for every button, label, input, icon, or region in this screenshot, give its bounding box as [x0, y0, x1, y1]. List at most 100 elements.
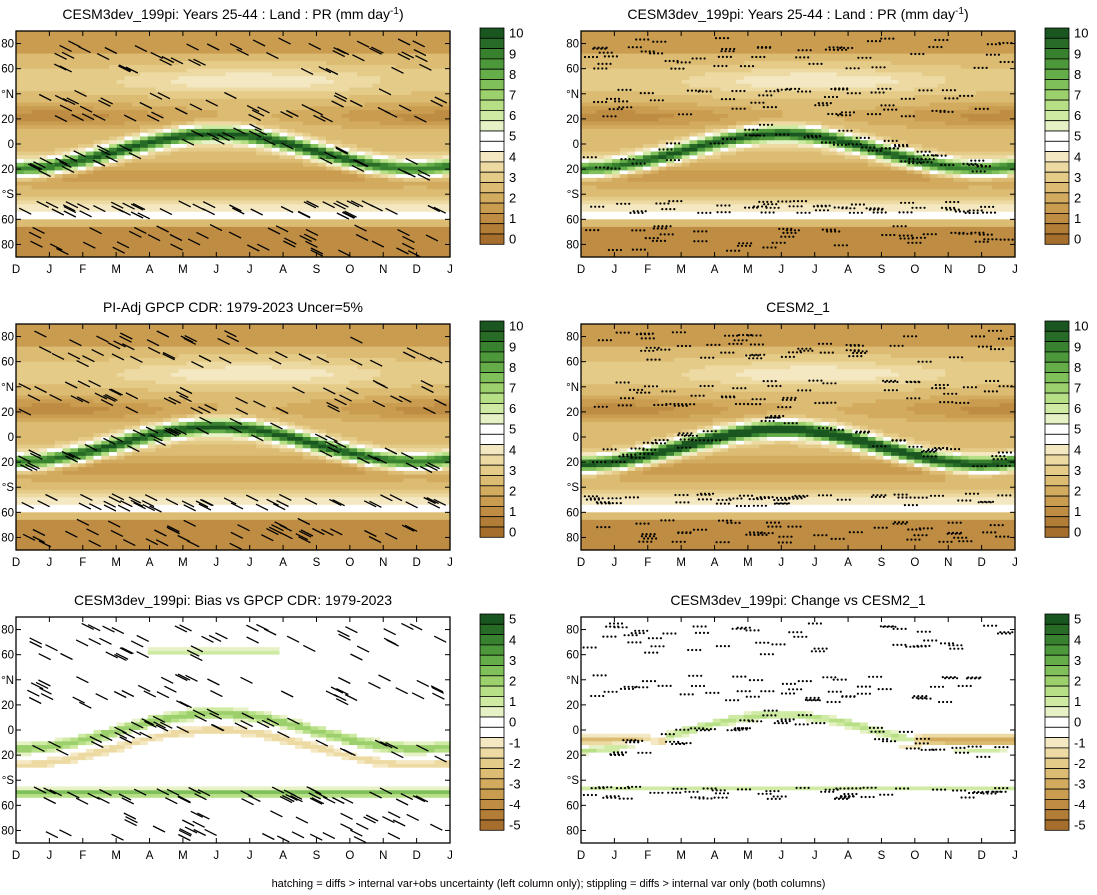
y-tick-label: 60	[566, 214, 579, 226]
y-tick-label: 80	[1, 239, 14, 251]
x-tick-label: O	[345, 850, 354, 862]
colorbar-swatch	[479, 120, 505, 132]
colorbar-swatch	[1044, 27, 1070, 39]
chart-panel-4: CESM2_1D J F M A M J J A S O N D J8060°N20020°S608010…	[566, 299, 1088, 569]
colorbar-swatch	[1044, 675, 1070, 687]
y-tick-label: °S	[2, 775, 15, 787]
x-tick-label: O	[345, 557, 354, 569]
colorbar-label: 7	[1074, 88, 1081, 103]
y-tick-label: 60	[566, 650, 579, 662]
x-tick-label: S	[313, 557, 321, 569]
x-tick-label: J	[247, 850, 253, 862]
panel-title: PI-Adj GPCP CDR: 1979-2023 Uncer=5%	[103, 299, 363, 315]
colorbar-label: 0	[509, 525, 516, 540]
colorbar-swatch	[1044, 68, 1070, 80]
x-tick-label: J	[213, 264, 219, 276]
heatmap-cells	[16, 31, 451, 258]
y-tick-label: 80	[566, 625, 579, 637]
colorbar-swatch	[479, 202, 505, 214]
x-tick-label: N	[944, 850, 952, 862]
x-tick-label: J	[812, 850, 818, 862]
x-tick-label: D	[412, 557, 420, 569]
panel-title: CESM3dev_199pi: Bias vs GPCP CDR: 1979-2…	[74, 592, 392, 608]
colorbar-label: -1	[509, 735, 521, 750]
colorbar-label: -2	[1074, 756, 1086, 771]
x-tick-label: J	[247, 264, 253, 276]
y-axis: 80 60 °N 20 0 20 °S 60 80	[1, 625, 450, 837]
colorbar-swatch	[479, 192, 505, 204]
colorbar-label: 10	[509, 26, 523, 41]
colorbar-label: -4	[1074, 797, 1086, 812]
colorbar-swatch	[479, 233, 505, 245]
x-tick-label: A	[711, 264, 719, 276]
colorbar-label: 7	[1074, 380, 1081, 395]
heatmap-cells	[581, 31, 1016, 258]
chart-panel-5: CESM3dev_199pi: Bias vs GPCP CDR: 1979-2…	[1, 592, 520, 862]
x-tick-label: D	[412, 850, 420, 862]
y-tick-label: °N	[566, 382, 579, 394]
colorbar-swatch	[1044, 737, 1070, 749]
colorbar-swatch	[1044, 433, 1070, 445]
colorbar-swatch	[479, 27, 505, 39]
colorbar-swatch	[1044, 654, 1070, 666]
colorbar-swatch	[1044, 223, 1070, 235]
y-tick-label: °S	[2, 189, 15, 201]
colorbar-swatch	[479, 171, 505, 183]
colorbar-label: 5	[1074, 612, 1081, 627]
colorbar-swatch	[479, 110, 505, 122]
x-tick-label: S	[313, 850, 321, 862]
colorbar-swatch	[1044, 212, 1070, 225]
x-tick-label: J	[247, 557, 253, 569]
stippling-overlay	[583, 329, 1013, 544]
colorbar-label: 3	[509, 170, 516, 185]
x-tick-label: M	[111, 264, 121, 276]
y-tick-label: 60	[566, 507, 579, 519]
figure-footnote: hatching = diffs > internal var+obs unce…	[0, 878, 1097, 890]
x-tick-label: F	[79, 264, 86, 276]
x-tick-label: J	[778, 557, 784, 569]
stippling-overlay	[582, 622, 1014, 801]
y-tick-label: °N	[1, 89, 14, 101]
colorbar-label: 8	[509, 67, 516, 82]
x-tick-label: J	[1012, 557, 1018, 569]
hatching-overlay	[18, 37, 448, 258]
colorbar-swatch	[479, 151, 505, 163]
colorbar-swatch	[479, 48, 505, 60]
x-tick-label: A	[844, 557, 852, 569]
y-axis: 80 60 °N 20 0 20 °S 60 80	[566, 39, 1015, 251]
y-tick-label: °S	[567, 482, 580, 494]
colorbar-label: -5	[1074, 818, 1086, 833]
y-tick-label: 0	[573, 725, 579, 737]
colorbar-swatch	[1044, 171, 1070, 183]
heatmap-cells	[16, 324, 451, 551]
colorbar-swatch	[479, 654, 505, 666]
colorbar-swatch	[1044, 768, 1070, 780]
colorbar-swatch	[1044, 423, 1070, 435]
x-tick-label: O	[910, 557, 919, 569]
colorbar-swatch	[1044, 402, 1070, 415]
colorbar-swatch	[479, 475, 505, 487]
colorbar-swatch	[1044, 130, 1070, 142]
y-tick-label: 80	[1, 825, 14, 837]
y-tick-label: 60	[1, 357, 14, 369]
colorbar-swatch	[1044, 233, 1070, 245]
colorbar-label: 5	[509, 129, 516, 144]
x-tick-label: M	[178, 264, 188, 276]
y-tick-label: 60	[1, 800, 14, 812]
colorbar-swatch	[1044, 120, 1070, 132]
colorbar-label: -1	[1074, 735, 1086, 750]
x-tick-label: D	[977, 850, 985, 862]
colorbar-label: 0	[1074, 232, 1081, 247]
colorbar-swatch	[1044, 48, 1070, 60]
colorbar-swatch	[479, 402, 505, 415]
y-tick-label: 80	[1, 39, 14, 51]
colorbar-label: 1	[1074, 504, 1081, 519]
colorbar-label: 8	[1074, 67, 1081, 82]
x-tick-label: D	[577, 557, 585, 569]
colorbar-label: 3	[1074, 653, 1081, 668]
colorbar-swatch	[1044, 182, 1070, 194]
colorbar-label: -2	[509, 756, 521, 771]
colorbar-swatch	[1044, 726, 1070, 738]
